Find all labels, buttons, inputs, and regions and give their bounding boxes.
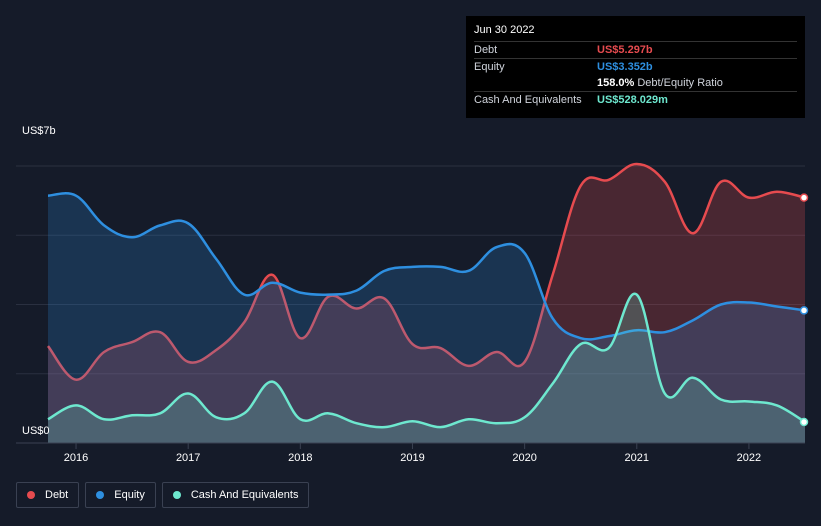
tooltip-ratio-label: Debt/Equity Ratio: [637, 77, 723, 89]
legend-item-debt[interactable]: Debt: [16, 482, 80, 508]
legend-dot-cash: [172, 491, 181, 499]
tooltip-equity-value: US$3.352b: [597, 61, 653, 73]
tooltip-equity-label: Equity: [474, 61, 505, 73]
tooltip-cash-label: Cash And Equivalents: [474, 94, 582, 106]
legend-item-cash[interactable]: Cash And Equivalents: [161, 482, 310, 508]
gridlines: [16, 165, 805, 375]
y-axis-bottom-label: US$0: [22, 425, 50, 437]
tooltip-debt-row: Debt US$5.297b: [474, 41, 797, 58]
equity-line: [47, 192, 805, 341]
tooltip-ratio-value: 158.0%: [597, 77, 635, 89]
legend-item-equity[interactable]: Equity: [85, 482, 156, 508]
tooltip-equity-row: Equity US$3.352b: [474, 58, 797, 75]
tooltip-cash-value: US$528.029m: [597, 94, 668, 106]
x-tick-label: 2021: [625, 452, 649, 464]
x-axis-ticks: 2016 2017 2018 2019 2020 2021 2022: [64, 443, 761, 464]
debt-line: [46, 162, 805, 381]
cash-endpoint: [799, 417, 809, 427]
debt-area: [48, 164, 805, 443]
tooltip-date: Jun 30 2022: [474, 24, 535, 36]
cash-area: [48, 293, 805, 443]
chart-legend: Debt Equity Cash And Equivalents: [16, 482, 310, 508]
tooltip-cash-row: Cash And Equivalents US$528.029m: [474, 91, 797, 108]
tooltip-panel: Jun 30 2022 Debt US$5.297b Equity US$3.3…: [466, 16, 805, 118]
legend-dot-debt: [27, 491, 35, 499]
legend-dot-equity: [96, 491, 105, 499]
series-endpoints: [799, 193, 809, 427]
debt-endpoint: [799, 193, 809, 202]
x-tick-label: 2019: [400, 452, 424, 464]
x-tick-label: 2016: [64, 452, 88, 464]
tooltip-debt-value: US$5.297b: [597, 44, 653, 56]
tooltip-debt-label: Debt: [474, 44, 498, 56]
tooltip-ratio-row: 158.0% Debt/Equity Ratio: [474, 75, 797, 91]
series-layer: [46, 162, 805, 443]
y-axis-top-label: US$7b: [22, 125, 56, 137]
legend-label-debt: Debt: [45, 489, 69, 501]
x-tick-label: 2020: [512, 452, 536, 464]
equity-endpoint: [799, 306, 809, 315]
x-tick-label: 2018: [288, 452, 312, 464]
legend-label-equity: Equity: [114, 489, 145, 501]
x-tick-label: 2017: [176, 452, 200, 464]
x-tick-label: 2022: [737, 452, 761, 464]
equity-area: [48, 193, 805, 443]
legend-label-cash: Cash And Equivalents: [190, 489, 299, 501]
cash-line: [47, 292, 805, 429]
plot-background: [16, 140, 805, 443]
